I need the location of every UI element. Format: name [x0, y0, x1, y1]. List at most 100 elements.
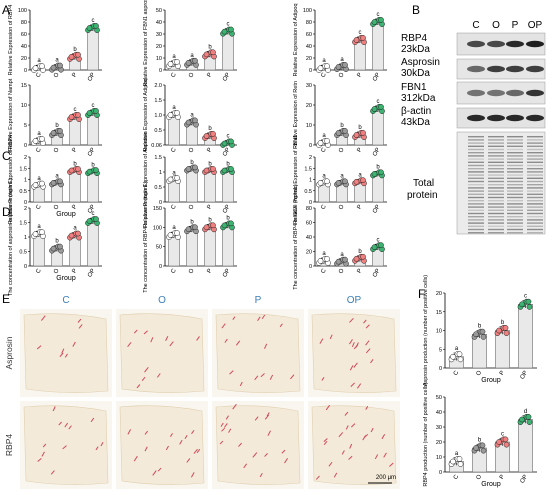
positive-cell: [100, 442, 104, 447]
gel-band: [488, 142, 504, 144]
ihc-image: [20, 309, 112, 397]
y-axis-label: The concentration of RBP4 in GCF (ng/mL): [293, 184, 299, 290]
significance-letter: c: [501, 431, 504, 437]
chart-a1: 0 20 40 60 80 100 Relative Expression of RBP4 a…: [8, 5, 102, 83]
y-axis-label: Relative Expression of Adipoq: [293, 3, 299, 76]
y-tick-label: 100: [303, 8, 312, 14]
significance-letter: c: [377, 237, 380, 243]
x-tick-label: P: [72, 72, 79, 78]
positive-cell: [383, 452, 387, 458]
data-point: [342, 256, 348, 263]
significance-letter: b: [340, 123, 344, 129]
x-tick-label: O: [188, 147, 196, 154]
positive-cell: [144, 430, 149, 435]
x-tick-label: P: [72, 147, 79, 153]
gel-band: [468, 164, 484, 167]
gel-band: [527, 152, 543, 154]
y-tick-label: 2: [24, 206, 27, 212]
data-point: [525, 414, 532, 420]
data-point: [335, 64, 342, 70]
gel-band: [507, 219, 523, 221]
data-point: [378, 17, 384, 23]
gel-band: [468, 228, 484, 231]
gel-band: [468, 136, 484, 138]
significance-letter: b: [73, 161, 77, 167]
positive-cell: [323, 438, 328, 443]
significance-letter: c: [377, 99, 380, 105]
data-point: [86, 25, 93, 31]
gel-band: [468, 200, 484, 202]
significance-letter: c: [92, 103, 95, 109]
positive-cell: [325, 404, 331, 411]
data-point: [342, 128, 348, 134]
positive-cell: [64, 422, 69, 428]
positive-cell: [186, 458, 191, 463]
bar: [518, 419, 533, 473]
tissue-section: [23, 405, 109, 485]
positive-cell: [225, 415, 229, 420]
data-point: [342, 62, 348, 68]
significance-letter: a: [172, 105, 176, 111]
bar: [372, 108, 384, 146]
data-point: [228, 220, 234, 227]
data-point: [221, 222, 228, 229]
gel-band: [488, 228, 504, 231]
gel-band: [507, 168, 523, 170]
gel-band: [468, 171, 484, 173]
data-point: [68, 167, 75, 174]
gel-band: [507, 171, 523, 173]
significance-letter: b: [91, 162, 95, 168]
x-tick-label: P: [357, 268, 364, 274]
significance-letter: c: [359, 30, 362, 36]
data-point: [335, 258, 342, 265]
y-tick-label: 30: [306, 83, 312, 89]
gel-band: [488, 222, 504, 224]
positive-cell: [257, 316, 261, 322]
x-tick-label: OP: [87, 147, 97, 158]
data-point: [185, 119, 192, 126]
positive-cell: [220, 422, 224, 427]
positive-cell: [196, 336, 200, 341]
gel-band: [488, 136, 504, 138]
data-point: [167, 176, 174, 183]
x-tick-label: OP: [520, 474, 530, 485]
gel-band: [527, 177, 543, 179]
gel-band: [507, 158, 523, 160]
data-point: [75, 166, 81, 172]
data-point: [68, 114, 75, 120]
positive-cell: [363, 319, 367, 324]
data-point: [353, 178, 360, 185]
significance-letter: c: [74, 107, 77, 113]
data-point: [480, 334, 487, 340]
western-blot-svg: C O P OP RBP4 23kDa Asprosin 30kDa FBN1 …: [401, 20, 546, 235]
positive-cell: [350, 382, 355, 387]
positive-cell: [243, 463, 248, 469]
gel-band: [527, 148, 543, 151]
data-point: [210, 222, 216, 229]
gel-band: [527, 200, 543, 202]
positive-cell: [261, 314, 266, 320]
x-tick-label: P: [72, 268, 79, 274]
data-point: [68, 53, 75, 60]
data-point: [86, 168, 93, 175]
gel-band: [468, 184, 484, 186]
positive-cell: [323, 440, 328, 446]
blot-label-actin: β-actin: [401, 106, 431, 117]
positive-cell: [59, 352, 64, 357]
panel-letter-d: D: [2, 205, 11, 219]
positive-cell: [281, 449, 286, 454]
y-tick-label: 150: [153, 206, 162, 212]
data-point: [317, 180, 324, 186]
y-tick-label: 10: [306, 123, 312, 129]
data-point: [93, 167, 99, 173]
ihc-image: [212, 309, 304, 397]
x-tick-label: P: [357, 204, 364, 210]
positive-cell: [232, 403, 237, 410]
blot-band: [506, 114, 524, 122]
gel-band: [507, 193, 523, 195]
positive-cell: [321, 377, 325, 381]
x-tick-label: O: [188, 72, 196, 79]
tissue-section: [311, 313, 397, 393]
positive-cell: [136, 384, 141, 389]
blot-band: [487, 65, 505, 73]
